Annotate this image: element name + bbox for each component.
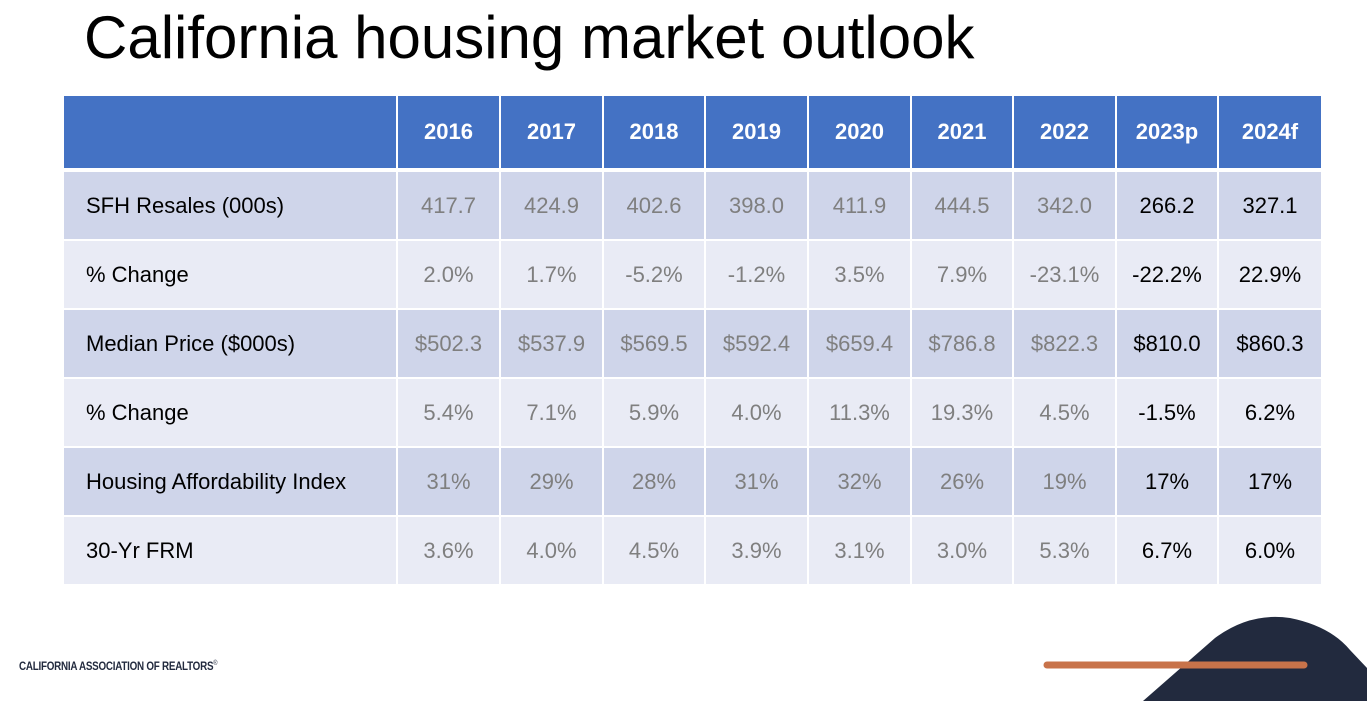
table-cell: 29% bbox=[499, 446, 604, 517]
table-cell: 6.7% bbox=[1115, 515, 1219, 584]
table-cell: 26% bbox=[910, 446, 1014, 517]
header-cell-2022: 2022 bbox=[1012, 96, 1117, 172]
table-cell: 17% bbox=[1217, 446, 1321, 517]
table-cell: 31% bbox=[704, 446, 809, 517]
table-cell: 1.7% bbox=[499, 239, 604, 310]
table-cell: $537.9 bbox=[499, 308, 604, 379]
table-cell: 6.2% bbox=[1217, 377, 1321, 448]
table-cell: 7.9% bbox=[910, 239, 1014, 310]
table-cell: 444.5 bbox=[910, 169, 1014, 241]
table-cell: $860.3 bbox=[1217, 308, 1321, 379]
table-cell: -1.5% bbox=[1115, 377, 1219, 448]
table-cell: 7.1% bbox=[499, 377, 604, 448]
table-cell: 402.6 bbox=[602, 169, 706, 241]
header-cell-2021: 2021 bbox=[910, 96, 1014, 172]
table-cell: 5.4% bbox=[396, 377, 501, 448]
table-cell: 424.9 bbox=[499, 169, 604, 241]
table-cell: 3.1% bbox=[807, 515, 912, 584]
row-label: % Change bbox=[64, 239, 398, 310]
table-cell: 3.6% bbox=[396, 515, 501, 584]
table-cell: 28% bbox=[602, 446, 706, 517]
table-row: Median Price ($000s) $502.3 $537.9 $569.… bbox=[64, 308, 1321, 379]
table-row: SFH Resales (000s) 417.7 424.9 402.6 398… bbox=[64, 169, 1321, 241]
table-cell: 4.5% bbox=[1012, 377, 1117, 448]
table-cell: 17% bbox=[1115, 446, 1219, 517]
table-cell: $822.3 bbox=[1012, 308, 1117, 379]
table-cell: 5.3% bbox=[1012, 515, 1117, 584]
table-cell: 417.7 bbox=[396, 169, 501, 241]
slide-title: California housing market outlook bbox=[84, 4, 975, 71]
table-cell: 3.9% bbox=[704, 515, 809, 584]
table-cell: $592.4 bbox=[704, 308, 809, 379]
row-label: Median Price ($000s) bbox=[64, 308, 398, 379]
row-label: SFH Resales (000s) bbox=[64, 169, 398, 241]
table-cell: -22.2% bbox=[1115, 239, 1219, 310]
table-cell: $810.0 bbox=[1115, 308, 1219, 379]
table-cell: $569.5 bbox=[602, 308, 706, 379]
header-cell-2023p: 2023p bbox=[1115, 96, 1219, 172]
table-cell: -1.2% bbox=[704, 239, 809, 310]
table-cell: 411.9 bbox=[807, 169, 912, 241]
table-cell: 2.0% bbox=[396, 239, 501, 310]
header-cell-2016: 2016 bbox=[396, 96, 501, 172]
table-cell: 4.5% bbox=[602, 515, 706, 584]
navy-arc-shape bbox=[1143, 616, 1367, 701]
table-cell: -23.1% bbox=[1012, 239, 1117, 310]
table-cell: 3.0% bbox=[910, 515, 1014, 584]
table-cell: 4.0% bbox=[499, 515, 604, 584]
header-cell-2019: 2019 bbox=[704, 96, 809, 172]
table-cell: 22.9% bbox=[1217, 239, 1321, 310]
table-header-row: 2016 2017 2018 2019 2020 2021 2022 2023p… bbox=[64, 96, 1321, 172]
car-logo-text: CALIFORNIA ASSOCIATION OF REALTORS® bbox=[19, 659, 217, 673]
table-cell: 266.2 bbox=[1115, 169, 1219, 241]
header-cell-2024f: 2024f bbox=[1217, 96, 1321, 172]
table-cell: $502.3 bbox=[396, 308, 501, 379]
header-cell-empty bbox=[64, 96, 398, 172]
table-cell: 11.3% bbox=[807, 377, 912, 448]
table-cell: 398.0 bbox=[704, 169, 809, 241]
table-cell: 32% bbox=[807, 446, 912, 517]
table-cell: $786.8 bbox=[910, 308, 1014, 379]
table-cell: 5.9% bbox=[602, 377, 706, 448]
table-cell: 327.1 bbox=[1217, 169, 1321, 241]
table-row: % Change 2.0% 1.7% -5.2% -1.2% 3.5% 7.9%… bbox=[64, 239, 1321, 310]
decorative-swoosh-graphic bbox=[1043, 616, 1367, 701]
table-cell: $659.4 bbox=[807, 308, 912, 379]
header-cell-2020: 2020 bbox=[807, 96, 912, 172]
table-cell: 342.0 bbox=[1012, 169, 1117, 241]
header-cell-2017: 2017 bbox=[499, 96, 604, 172]
table-cell: 19.3% bbox=[910, 377, 1014, 448]
row-label: % Change bbox=[64, 377, 398, 448]
table-row: Housing Affordability Index 31% 29% 28% … bbox=[64, 446, 1321, 517]
table-cell: 6.0% bbox=[1217, 515, 1321, 584]
row-label: 30-Yr FRM bbox=[64, 515, 398, 584]
table-cell: 19% bbox=[1012, 446, 1117, 517]
registered-mark: ® bbox=[213, 660, 218, 667]
table-cell: 3.5% bbox=[807, 239, 912, 310]
table-row: 30-Yr FRM 3.6% 4.0% 4.5% 3.9% 3.1% 3.0% … bbox=[64, 515, 1321, 584]
row-label: Housing Affordability Index bbox=[64, 446, 398, 517]
logo-wordmark: CALIFORNIA ASSOCIATION OF REALTORS bbox=[19, 659, 214, 673]
table-cell: -5.2% bbox=[602, 239, 706, 310]
table-row: % Change 5.4% 7.1% 5.9% 4.0% 11.3% 19.3%… bbox=[64, 377, 1321, 448]
housing-outlook-table: 2016 2017 2018 2019 2020 2021 2022 2023p… bbox=[64, 96, 1321, 584]
header-cell-2018: 2018 bbox=[602, 96, 706, 172]
table-cell: 31% bbox=[396, 446, 501, 517]
table-cell: 4.0% bbox=[704, 377, 809, 448]
